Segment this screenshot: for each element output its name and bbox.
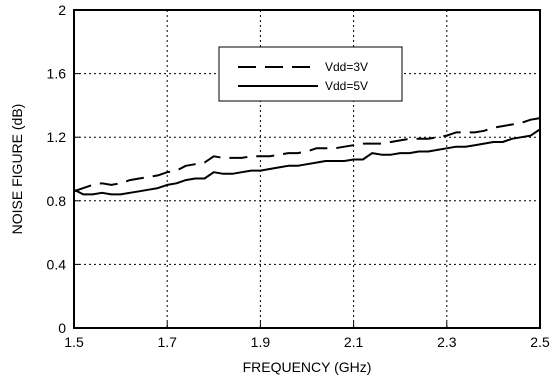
y-tick-label: 2: [58, 2, 66, 18]
x-tick-label: 2.5: [530, 334, 550, 350]
series-layer: [73, 117, 541, 196]
tick-layer: 1.5 1.7 1.9 2.1 2.3 2.5 0 0.4 0.8 1.2 1.6 2: [47, 2, 550, 350]
x-tick-label: 1.9: [251, 334, 271, 350]
legend-label-vdd-5v: Vdd=5V: [325, 79, 368, 93]
x-tick-label: 2.3: [437, 334, 457, 350]
x-axis-label: FREQUENCY (GHz): [243, 359, 372, 375]
legend: Vdd=3V Vdd=5V: [218, 46, 403, 102]
y-tick-label: 1.2: [47, 129, 67, 145]
series-line-vdd-5v: [73, 128, 541, 196]
y-tick-label: 0.8: [47, 193, 67, 209]
x-tick-label: 1.5: [64, 334, 84, 350]
y-tick-label: 1.6: [47, 66, 67, 82]
grid-layer: [74, 10, 540, 328]
y-tick-label: 0.4: [47, 256, 67, 272]
y-axis-label: NOISE FIGURE (dB): [9, 104, 25, 235]
plot-frame: [73, 9, 541, 329]
x-tick-label: 2.1: [344, 334, 364, 350]
series-line-vdd-3v: [73, 117, 541, 193]
y-tick-label: 0: [58, 320, 66, 336]
x-tick-label: 1.7: [157, 334, 177, 350]
legend-box: [218, 46, 403, 102]
legend-label-vdd-3v: Vdd=3V: [325, 60, 368, 74]
